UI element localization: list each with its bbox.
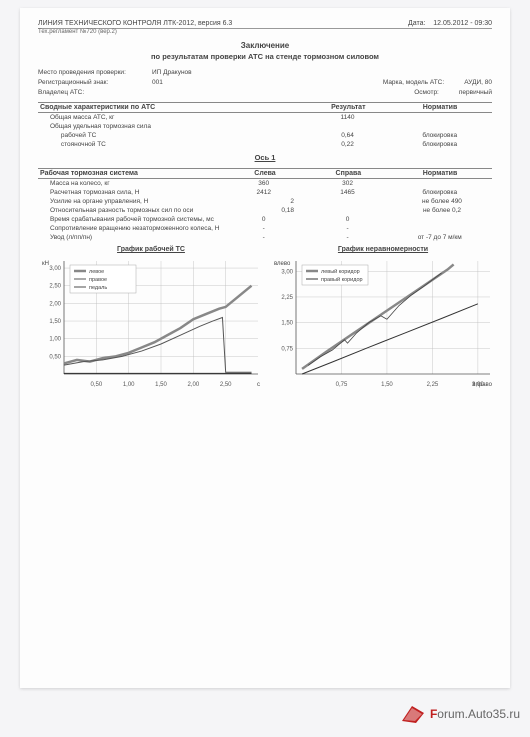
svg-text:0,50: 0,50 (90, 382, 102, 388)
header-line: ЛИНИЯ ТЕХНИЧЕСКОГО КОНТРОЛЯ ЛТК-2012, ве… (38, 20, 232, 27)
table-row: Усилие на органе управления, Н2не более … (38, 197, 492, 206)
svg-text:влево: влево (274, 261, 291, 267)
summary-rows: Общая масса АТС, кг1140Общая удельная то… (38, 113, 492, 149)
owner-lbl: Владелец АТС: (38, 89, 148, 96)
svg-text:1,00: 1,00 (49, 337, 61, 343)
svg-text:1,50: 1,50 (281, 321, 293, 327)
chart2-svg: 3,002,251,500,750,751,502,253,00влевовпр… (270, 255, 496, 390)
meta-block: Место проведения проверки: ИП Дракунов Р… (38, 69, 492, 96)
svg-text:2,50: 2,50 (49, 284, 61, 290)
watermark-icon (400, 703, 426, 725)
svg-text:2,00: 2,00 (187, 382, 199, 388)
svg-text:3,00: 3,00 (49, 266, 61, 272)
report-page: ЛИНИЯ ТЕХНИЧЕСКОГО КОНТРОЛЯ ЛТК-2012, ве… (20, 8, 510, 688)
header-row: ЛИНИЯ ТЕХНИЧЕСКОГО КОНТРОЛЯ ЛТК-2012, ве… (38, 20, 492, 29)
svg-text:2,25: 2,25 (427, 382, 439, 388)
svg-text:педаль: педаль (89, 285, 107, 291)
axis1-title: Ось 1 (38, 153, 492, 162)
table-row: Относительная разность тормозных сил по … (38, 206, 492, 215)
chart1-title: График рабочей ТС (38, 246, 264, 253)
table-row: стояночной ТС0,22блокировка (38, 140, 492, 149)
svg-text:0,75: 0,75 (281, 346, 293, 352)
chart1-wrap: График рабочей ТС 3,00 2,50 2,00 1,50 1,00 0,… (38, 246, 264, 390)
place-lbl: Место проведения проверки: (38, 69, 148, 76)
watermark: Forum.Auto35.ru (400, 703, 520, 725)
svg-text:0,75: 0,75 (336, 382, 348, 388)
title-2: по результатам проверки АТС на стенде то… (38, 52, 492, 61)
table-row: Сопротивление вращению незаторможенного … (38, 224, 492, 233)
table-row: Увод (л/пп/пн)--от -7 до 7 м/км (38, 233, 492, 242)
table-row: Расчетная тормозная сила, Н24121465блоки… (38, 188, 492, 197)
summary-header: Сводные характеристики по АТС Результат … (38, 102, 492, 113)
title-1: Заключение (38, 41, 492, 50)
charts-row: График рабочей ТС 3,00 2,50 2,00 1,50 1,00 0,… (38, 246, 492, 390)
inspect-lbl: Осмотр: (414, 89, 439, 96)
reg-doc: Тех.регламент №720 (вер.2) (38, 29, 492, 35)
svg-text:1,50: 1,50 (49, 319, 61, 325)
svg-text:1,00: 1,00 (123, 382, 135, 388)
svg-text:0,50: 0,50 (49, 354, 61, 360)
svg-text:правое: правое (89, 277, 107, 283)
svg-text:2,00: 2,00 (49, 301, 61, 307)
svg-text:вправо: вправо (472, 382, 492, 388)
table-row: Время срабатывания рабочей тормозной сис… (38, 215, 492, 224)
svg-text:левое: левое (89, 269, 104, 275)
svg-text:1,50: 1,50 (381, 382, 393, 388)
svg-text:c: c (257, 382, 260, 388)
table-row: Масса на колесо, кг360302 (38, 179, 492, 188)
header-date: Дата: 12.05.2012 - 09:30 (408, 20, 492, 27)
chart2-title: График неравномерности (270, 246, 496, 253)
chart2-wrap: График неравномерности 3,00 2,25 1,50 0,75 0… (270, 246, 496, 390)
svg-text:левый коридор: левый коридор (321, 268, 360, 275)
table-row: рабочей ТС0,64блокировка (38, 131, 492, 140)
place-val: ИП Дракунов (152, 69, 192, 76)
brand-lbl: Марка, модель АТС: (383, 79, 444, 86)
svg-text:2,25: 2,25 (281, 295, 293, 301)
brand-val: АУДИ, 80 (464, 79, 492, 86)
svg-text:кН: кН (42, 261, 49, 267)
chart1-svg: 3,00 2,50 2,00 1,50 1,00 0,50 0,50 1,00 1,50 2,00… (38, 255, 264, 390)
inspect-val: первичный (459, 89, 492, 96)
axis1-rows: Масса на колесо, кг360302Расчетная тормо… (38, 179, 492, 242)
table-row: Общая удельная тормозная сила (38, 122, 492, 131)
svg-text:1,50: 1,50 (155, 382, 167, 388)
axis1-header: Рабочая тормозная система Слева Справа Н… (38, 168, 492, 179)
svg-text:2,50: 2,50 (220, 382, 232, 388)
svg-text:правый коридор: правый коридор (321, 276, 363, 283)
reg-lbl: Регистрационный знак: (38, 79, 148, 86)
reg-val: 001 (152, 79, 163, 86)
table-row: Общая масса АТС, кг1140 (38, 113, 492, 122)
svg-text:3,00: 3,00 (281, 269, 293, 275)
